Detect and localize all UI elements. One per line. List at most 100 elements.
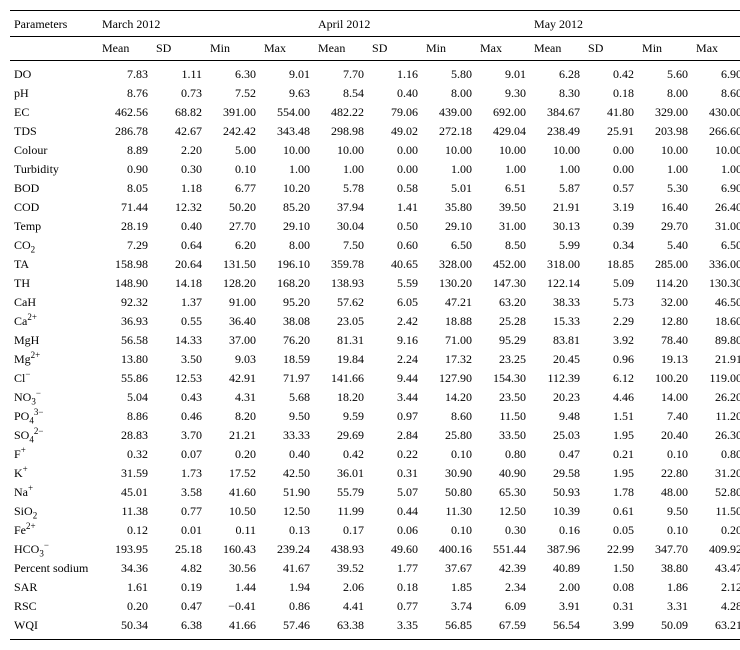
value-cell: 10.00: [638, 141, 692, 160]
table-row: PO43−8.860.468.209.509.590.978.6011.509.…: [10, 407, 740, 426]
header-max: Max: [260, 37, 314, 61]
value-cell: 391.00: [206, 103, 260, 122]
value-cell: 0.80: [476, 445, 530, 464]
value-cell: 409.92: [692, 540, 740, 559]
value-cell: 462.56: [98, 103, 152, 122]
value-cell: 429.04: [476, 122, 530, 141]
value-cell: 1.78: [584, 483, 638, 502]
value-cell: 50.93: [530, 483, 584, 502]
value-cell: 57.46: [260, 616, 314, 640]
value-cell: 0.77: [152, 502, 206, 521]
value-cell: 42.67: [152, 122, 206, 141]
value-cell: 0.96: [584, 350, 638, 369]
value-cell: 3.70: [152, 426, 206, 445]
value-cell: 8.05: [98, 179, 152, 198]
value-cell: 2.00: [530, 578, 584, 597]
value-cell: 3.50: [152, 350, 206, 369]
value-cell: 17.52: [206, 464, 260, 483]
header-month-march: March 2012: [98, 11, 314, 37]
value-cell: 25.91: [584, 122, 638, 141]
value-cell: 0.10: [638, 445, 692, 464]
value-cell: 6.90: [692, 179, 740, 198]
value-cell: 0.19: [152, 578, 206, 597]
value-cell: 38.08: [260, 312, 314, 331]
value-cell: 0.11: [206, 521, 260, 540]
value-cell: 45.01: [98, 483, 152, 502]
table-row: F+0.320.070.200.400.420.220.100.800.470.…: [10, 445, 740, 464]
value-cell: 8.00: [638, 84, 692, 103]
value-cell: 336.00: [692, 255, 740, 274]
value-cell: 6.09: [476, 597, 530, 616]
param-cell: HCO3−: [10, 540, 98, 559]
value-cell: 8.00: [260, 236, 314, 255]
value-cell: 7.29: [98, 236, 152, 255]
value-cell: 0.43: [152, 388, 206, 407]
value-cell: 50.20: [206, 198, 260, 217]
value-cell: 3.31: [638, 597, 692, 616]
value-cell: 154.30: [476, 369, 530, 388]
value-cell: 11.50: [476, 407, 530, 426]
value-cell: 10.20: [260, 179, 314, 198]
table-row: EC462.5668.82391.00554.00482.2279.06439.…: [10, 103, 740, 122]
value-cell: 0.08: [584, 578, 638, 597]
value-cell: 26.40: [692, 198, 740, 217]
value-cell: 4.46: [584, 388, 638, 407]
value-cell: 30.04: [314, 217, 368, 236]
value-cell: 41.66: [206, 616, 260, 640]
value-cell: 138.93: [314, 274, 368, 293]
table-body: DO7.831.116.309.017.701.165.809.016.280.…: [10, 61, 740, 640]
value-cell: 5.30: [638, 179, 692, 198]
value-cell: 9.63: [260, 84, 314, 103]
value-cell: 9.44: [368, 369, 422, 388]
value-cell: 239.24: [260, 540, 314, 559]
value-cell: 67.59: [476, 616, 530, 640]
value-cell: 384.67: [530, 103, 584, 122]
value-cell: 48.00: [638, 483, 692, 502]
value-cell: 5.59: [368, 274, 422, 293]
value-cell: 36.40: [206, 312, 260, 331]
value-cell: 203.98: [638, 122, 692, 141]
value-cell: 1.00: [260, 160, 314, 179]
param-cell: SAR: [10, 578, 98, 597]
value-cell: 0.44: [368, 502, 422, 521]
value-cell: 1.95: [584, 464, 638, 483]
value-cell: 56.85: [422, 616, 476, 640]
value-cell: 57.62: [314, 293, 368, 312]
value-cell: 0.86: [260, 597, 314, 616]
value-cell: 9.50: [260, 407, 314, 426]
value-cell: 20.64: [152, 255, 206, 274]
value-cell: 83.81: [530, 331, 584, 350]
value-cell: 42.39: [476, 559, 530, 578]
value-cell: 9.16: [368, 331, 422, 350]
value-cell: 65.30: [476, 483, 530, 502]
value-cell: 10.00: [530, 141, 584, 160]
value-cell: 1.11: [152, 61, 206, 85]
value-cell: 50.80: [422, 483, 476, 502]
value-cell: 5.73: [584, 293, 638, 312]
header-min: Min: [638, 37, 692, 61]
value-cell: 9.30: [476, 84, 530, 103]
value-cell: 25.03: [530, 426, 584, 445]
value-cell: 37.00: [206, 331, 260, 350]
value-cell: 9.03: [206, 350, 260, 369]
table-row: Percent sodium34.364.8230.5641.6739.521.…: [10, 559, 740, 578]
value-cell: 2.84: [368, 426, 422, 445]
value-cell: 551.44: [476, 540, 530, 559]
table-row: MgH56.5814.3337.0076.2081.319.1671.0095.…: [10, 331, 740, 350]
value-cell: 4.28: [692, 597, 740, 616]
param-cell: Temp: [10, 217, 98, 236]
value-cell: 30.56: [206, 559, 260, 578]
value-cell: 1.00: [422, 160, 476, 179]
param-cell: Turbidity: [10, 160, 98, 179]
value-cell: 9.50: [638, 502, 692, 521]
value-cell: 0.21: [584, 445, 638, 464]
value-cell: 3.19: [584, 198, 638, 217]
value-cell: 2.29: [584, 312, 638, 331]
header-mean: Mean: [314, 37, 368, 61]
value-cell: 130.30: [692, 274, 740, 293]
value-cell: 10.00: [476, 141, 530, 160]
value-cell: 0.20: [692, 521, 740, 540]
value-cell: 78.40: [638, 331, 692, 350]
table-header: Parameters March 2012 April 2012 May 201…: [10, 11, 740, 61]
value-cell: 8.20: [206, 407, 260, 426]
